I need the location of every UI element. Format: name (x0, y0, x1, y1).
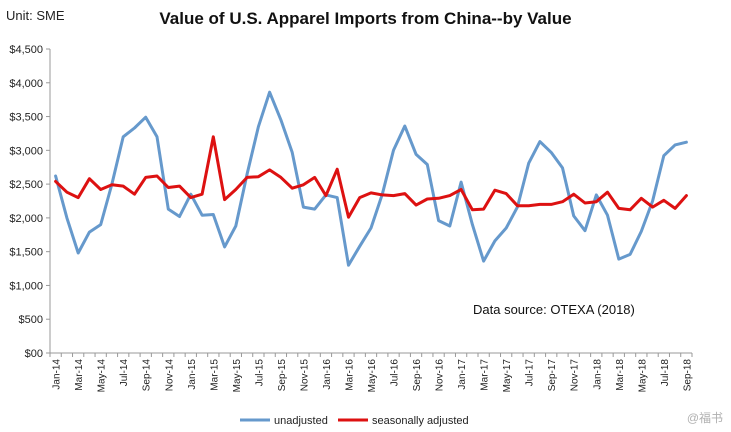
x-tick-label: Jul-17 (525, 359, 536, 387)
x-tick-label: Jul-15 (254, 359, 265, 387)
series-line-seasonally-adjusted (54, 135, 688, 219)
x-tick-label: Nov-14 (164, 359, 175, 392)
y-tick-label: $1,000 (9, 280, 43, 292)
x-tick-label: Jan-17 (457, 359, 468, 390)
x-tick-label: Sep-18 (682, 359, 693, 392)
x-tick-label: Mar-15 (209, 359, 220, 391)
x-tick-label: Sep-17 (547, 359, 558, 392)
y-tick-label: $00 (25, 348, 43, 360)
legend-label-seasonally-adjusted: seasonally adjusted (372, 415, 469, 427)
x-tick-label: May-15 (232, 359, 243, 393)
x-tick-label: Sep-14 (142, 359, 153, 392)
y-tick-label: $4,500 (9, 44, 43, 56)
y-tick-label: $2,000 (9, 213, 43, 225)
x-tick-label: Jan-14 (52, 359, 63, 390)
x-tick-label: Jul-14 (119, 359, 130, 387)
x-tick-label: Sep-15 (277, 359, 288, 392)
y-tick-label: $4,000 (9, 78, 43, 90)
x-tick-label: Jan-15 (187, 359, 198, 390)
y-tick-label: $2,500 (9, 179, 43, 191)
x-tick-label: May-16 (367, 359, 378, 393)
x-tick-label: Nov-17 (570, 359, 581, 392)
series-line-unadjusted (54, 90, 688, 267)
y-tick-label: $3,500 (9, 112, 43, 124)
x-tick-label: Nov-15 (299, 359, 310, 392)
y-tick-label: $500 (19, 314, 43, 326)
x-tick-label: Mar-16 (344, 359, 355, 391)
x-tick-label: Jul-18 (660, 359, 671, 387)
unit-label: Unit: SME (6, 8, 65, 23)
chart-title: Value of U.S. Apparel Imports from China… (159, 9, 572, 28)
x-tick-label: Jan-16 (322, 359, 333, 390)
x-tick-label: Sep-16 (412, 359, 423, 392)
x-tick-label: Mar-18 (615, 359, 626, 391)
legend-label-unadjusted: unadjusted (274, 415, 328, 427)
x-tick-label: Nov-16 (435, 359, 446, 392)
watermark: @福书 (686, 411, 723, 425)
x-tick-label: May-18 (637, 359, 648, 393)
y-tick-label: $3,000 (9, 145, 43, 157)
x-tick-label: May-14 (97, 359, 108, 393)
x-tick-label: Jul-16 (390, 359, 401, 387)
x-tick-label: May-17 (502, 359, 513, 393)
x-tick-label: Jan-18 (592, 359, 603, 390)
data-source-note: Data source: OTEXA (2018) (473, 302, 635, 317)
x-tick-label: Mar-14 (74, 359, 85, 391)
x-tick-label: Mar-17 (480, 359, 491, 391)
y-tick-label: $1,500 (9, 247, 43, 259)
